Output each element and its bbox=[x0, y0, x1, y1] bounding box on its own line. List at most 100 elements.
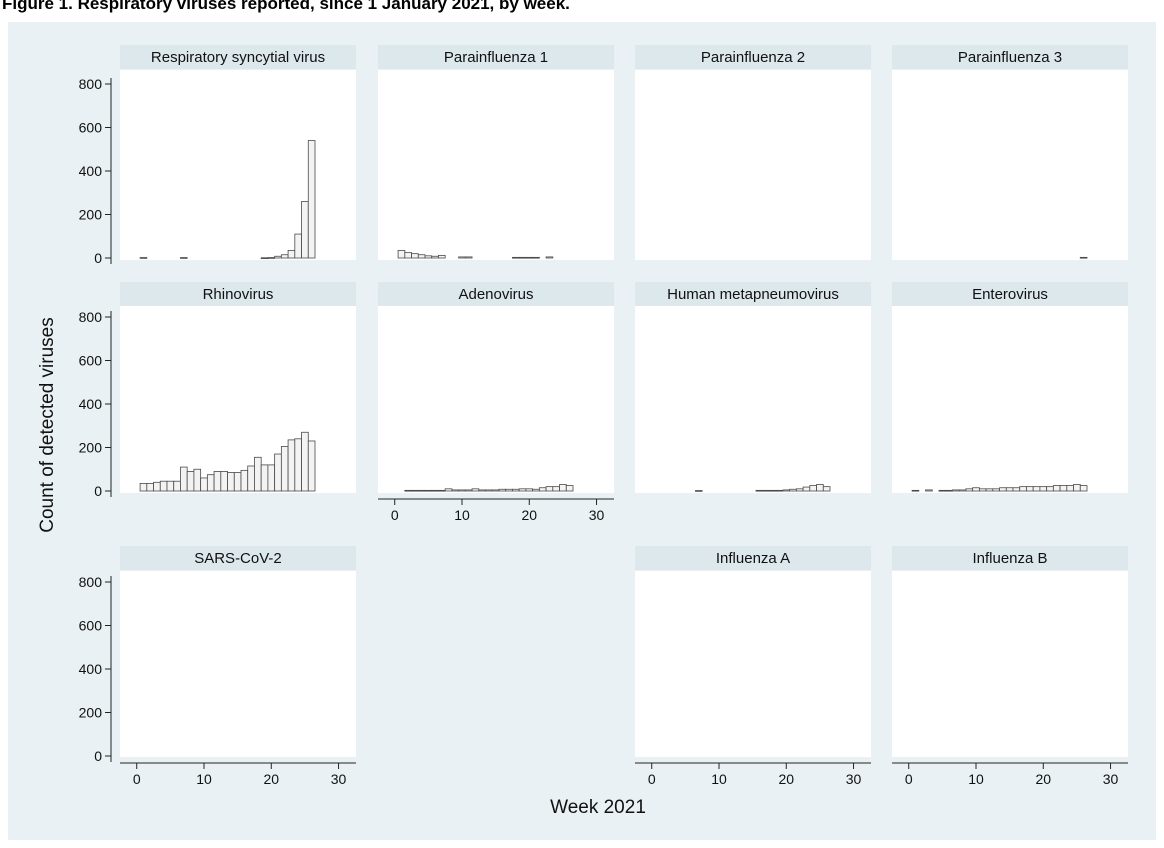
panel-parainfluenza-2: Parainfluenza 2 bbox=[635, 45, 871, 260]
y-tick-label: 0 bbox=[94, 748, 102, 764]
y-tick-label: 400 bbox=[79, 396, 103, 412]
bar-week-26 bbox=[565, 485, 574, 492]
bar-week-14 bbox=[485, 489, 493, 492]
bar-week-21 bbox=[1046, 486, 1054, 492]
plot-area bbox=[635, 571, 871, 757]
bar-week-22 bbox=[795, 488, 804, 492]
bar-week-7 bbox=[695, 490, 703, 492]
panel-strip bbox=[635, 45, 871, 69]
bar-week-9 bbox=[193, 468, 202, 492]
bar-week-4 bbox=[417, 489, 426, 492]
bar-week-6 bbox=[945, 489, 953, 492]
bar-week-17 bbox=[762, 489, 770, 492]
bar-week-25 bbox=[559, 484, 567, 492]
x-tick-label: 10 bbox=[711, 771, 727, 787]
bar-week-14 bbox=[999, 487, 1007, 492]
bar-week-24 bbox=[552, 486, 560, 492]
y-tick-label: 600 bbox=[79, 353, 103, 369]
chart-panels: Respiratory syncytial virus0200400600800… bbox=[79, 45, 1128, 787]
bar-week-17 bbox=[247, 465, 255, 492]
bar-week-18 bbox=[1026, 486, 1034, 492]
bar-week-19 bbox=[775, 489, 784, 492]
bar-week-11 bbox=[978, 488, 987, 492]
bar-week-5 bbox=[938, 489, 947, 492]
bar-week-9 bbox=[451, 489, 460, 492]
plot-area bbox=[120, 571, 356, 757]
y-axis-title: Count of detected viruses bbox=[37, 317, 58, 532]
bar-week-13 bbox=[478, 489, 486, 492]
x-tick-label: 20 bbox=[1035, 771, 1051, 787]
panel-influenza-a: Influenza A 0 10 20 30 bbox=[635, 546, 871, 787]
bar-week-6 bbox=[173, 480, 181, 492]
bar-week-2 bbox=[404, 252, 412, 259]
bar-week-22 bbox=[1052, 485, 1061, 492]
x-tick-label: 0 bbox=[133, 771, 141, 787]
bar-week-23 bbox=[802, 486, 811, 492]
bar-week-23 bbox=[287, 439, 296, 492]
x-tick-label: 0 bbox=[391, 507, 399, 523]
figure-title: Figure 1. Respiratory viruses reported, … bbox=[2, 0, 570, 13]
plot-area bbox=[378, 70, 614, 260]
panel-parainfluenza-1: Parainfluenza 1 bbox=[378, 45, 614, 260]
bar-week-16 bbox=[755, 489, 764, 492]
bar-week-26 bbox=[822, 486, 831, 492]
bar-week-6 bbox=[431, 255, 439, 259]
bar-week-17 bbox=[1019, 486, 1027, 492]
bar-week-6 bbox=[431, 489, 439, 492]
plot-area bbox=[892, 70, 1128, 260]
bar-week-2 bbox=[146, 482, 154, 492]
panel-strip bbox=[892, 282, 1128, 306]
panel-respiratory-syncytial-virus: Respiratory syncytial virus 0 200 400 600 800 bbox=[79, 45, 356, 266]
panel-rhinovirus: Rhinovirus 0 200 400 600 800 bbox=[79, 282, 356, 499]
bar-week-9 bbox=[965, 488, 974, 492]
panel-strip bbox=[120, 45, 356, 69]
x-tick-label: 30 bbox=[846, 771, 862, 787]
bar-week-3 bbox=[411, 489, 419, 492]
bar-week-25 bbox=[1073, 484, 1081, 492]
bar-week-15 bbox=[1005, 487, 1014, 492]
plot-area bbox=[120, 306, 356, 493]
bar-week-21 bbox=[532, 488, 540, 492]
y-tick-label: 0 bbox=[94, 250, 102, 266]
y-tick-label: 400 bbox=[79, 661, 103, 677]
bar-week-20 bbox=[1039, 486, 1048, 492]
bar-week-12 bbox=[213, 471, 222, 492]
bar-week-3 bbox=[153, 481, 161, 492]
panel-title: Enterovirus bbox=[972, 286, 1048, 303]
plot-area bbox=[635, 306, 871, 493]
bar-week-4 bbox=[159, 480, 168, 492]
y-tick-label: 200 bbox=[79, 207, 103, 223]
y-tick-label: 800 bbox=[79, 309, 103, 325]
panel-strip bbox=[635, 546, 871, 570]
panel-parainfluenza-3: Parainfluenza 3 bbox=[892, 45, 1128, 260]
bar-week-25 bbox=[816, 484, 824, 492]
bar-week-10 bbox=[972, 487, 980, 492]
y-tick-label: 600 bbox=[79, 120, 103, 136]
bar-week-21 bbox=[274, 453, 282, 492]
plot-area bbox=[635, 70, 871, 260]
panel-title: SARS-CoV-2 bbox=[194, 550, 282, 567]
bar-week-13 bbox=[220, 471, 228, 492]
bar-week-26 bbox=[307, 140, 316, 259]
bar-week-20 bbox=[525, 256, 534, 259]
panel-title: Influenza A bbox=[716, 550, 790, 567]
bar-week-21 bbox=[789, 488, 797, 492]
bar-week-22 bbox=[280, 446, 289, 492]
bar-week-19 bbox=[260, 257, 269, 259]
x-tick-label: 10 bbox=[454, 507, 470, 523]
panel-enterovirus: Enterovirus bbox=[892, 282, 1128, 493]
bar-week-19 bbox=[518, 488, 527, 492]
bar-week-18 bbox=[254, 456, 262, 492]
bar-week-11 bbox=[464, 256, 473, 259]
bar-week-3 bbox=[925, 489, 933, 492]
bar-week-24 bbox=[294, 438, 302, 492]
panel-title: Human metapneumovirus bbox=[667, 286, 839, 303]
bar-week-26 bbox=[1079, 485, 1088, 492]
bar-week-7 bbox=[180, 257, 188, 259]
bar-week-22 bbox=[538, 487, 547, 492]
bar-week-14 bbox=[227, 472, 235, 492]
bar-week-20 bbox=[525, 488, 534, 492]
panel-strip bbox=[378, 282, 614, 306]
bar-week-16 bbox=[498, 488, 507, 492]
bar-week-20 bbox=[267, 257, 276, 259]
